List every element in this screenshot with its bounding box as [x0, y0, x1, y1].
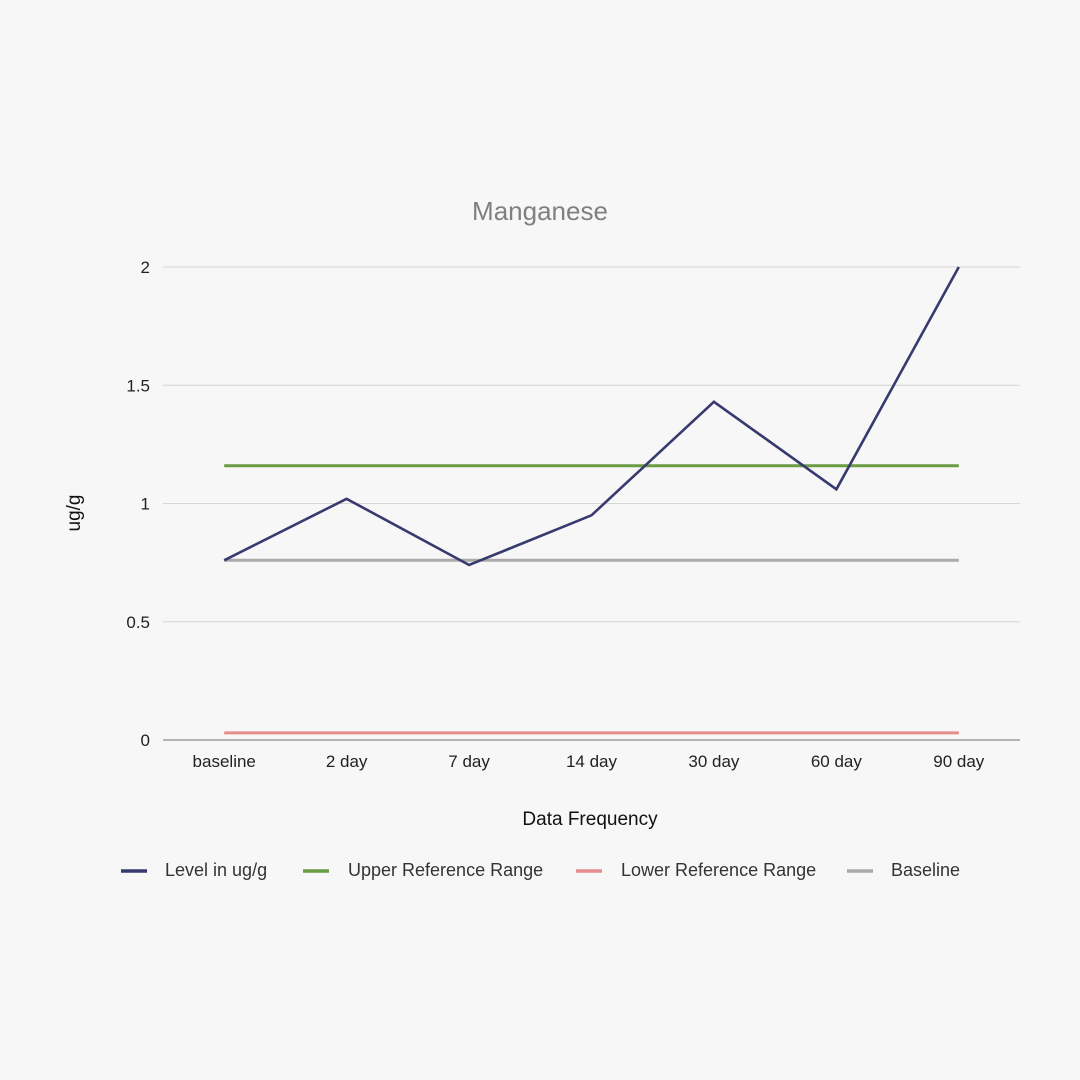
y-tick-label: 1 — [141, 495, 150, 514]
x-axis-ticks: baseline 2 day 7 day 14 day 30 day 60 day 90 d… — [193, 752, 985, 771]
y-axis-label: ug/g — [64, 495, 85, 532]
x-tick-label: baseline — [193, 752, 256, 771]
gridlines — [163, 266, 1020, 623]
y-tick-label: 0 — [141, 731, 150, 750]
y-tick-label: 0.5 — [126, 613, 150, 632]
chart-title: Manganese — [472, 196, 608, 226]
legend-label: Level in ug/g — [165, 860, 267, 880]
series-lines — [223, 266, 960, 735]
legend-label: Baseline — [891, 860, 960, 880]
legend: Level in ug/g Upper Reference Range Lower … — [121, 860, 960, 880]
x-tick-label: 60 day — [811, 752, 863, 771]
x-tick-label: 90 day — [933, 752, 985, 771]
x-tick-label: 14 day — [566, 752, 618, 771]
x-tick-label: 30 day — [688, 752, 740, 771]
y-axis-ticks: 0 0.5 1 1.5 2 — [126, 258, 150, 750]
series-line — [223, 266, 960, 567]
y-tick-label: 1.5 — [126, 376, 150, 395]
x-axis-label: Data Frequency — [522, 809, 658, 830]
legend-label: Lower Reference Range — [621, 860, 816, 880]
x-tick-label: 2 day — [326, 752, 368, 771]
x-tick-label: 7 day — [448, 752, 490, 771]
y-tick-label: 2 — [141, 258, 150, 277]
legend-label: Upper Reference Range — [348, 860, 543, 880]
